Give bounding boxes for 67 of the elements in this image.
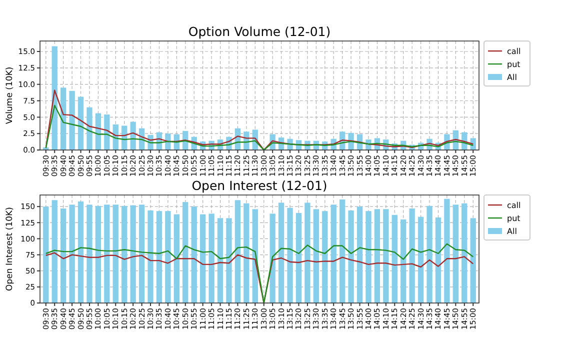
bar	[182, 202, 188, 303]
bar	[78, 96, 84, 150]
bar	[418, 216, 424, 303]
line-series	[45, 90, 474, 151]
bar	[348, 210, 354, 303]
bar	[278, 202, 284, 303]
bar	[444, 198, 450, 303]
legend-label: put	[507, 60, 520, 69]
bar	[122, 206, 128, 303]
bar	[470, 218, 476, 303]
bar	[78, 201, 84, 303]
bar	[138, 204, 145, 303]
bar	[374, 209, 380, 303]
legend-label: put	[507, 214, 520, 223]
bar	[462, 203, 468, 303]
bar	[392, 214, 398, 303]
chart-title: Open Interest (12-01)	[192, 178, 328, 193]
bar	[156, 211, 162, 303]
bar	[86, 204, 92, 303]
legend-label: All	[507, 72, 517, 82]
bar	[296, 213, 302, 303]
bar	[400, 219, 406, 303]
bar	[174, 214, 180, 303]
chart-title: Option Volume (12-01)	[188, 24, 331, 39]
legend-label: All	[507, 226, 517, 236]
line-series	[45, 104, 474, 151]
bar	[148, 210, 154, 303]
bar	[244, 203, 250, 303]
bar	[383, 209, 389, 303]
bar	[452, 204, 459, 303]
bar	[86, 107, 92, 150]
bar	[104, 114, 110, 150]
bar	[52, 200, 58, 303]
bar	[330, 204, 336, 303]
bar	[112, 204, 118, 303]
y-axis-title: Open Interest (10K)	[5, 207, 15, 291]
bar	[69, 204, 75, 303]
bar	[270, 214, 276, 303]
bar	[200, 214, 206, 303]
bar	[409, 208, 415, 303]
bar	[60, 208, 66, 303]
bar	[130, 122, 136, 150]
bar	[226, 218, 232, 303]
bar	[69, 90, 75, 150]
bar	[313, 209, 320, 303]
bar	[165, 134, 171, 150]
bar	[130, 205, 136, 303]
bar	[104, 204, 110, 303]
bar	[234, 200, 241, 303]
bar	[304, 202, 310, 303]
bar	[217, 218, 224, 303]
bar	[165, 211, 171, 303]
y-axis-title: Volume (10K)	[5, 66, 15, 124]
bar	[43, 206, 49, 303]
bar	[339, 200, 346, 303]
bar	[366, 211, 372, 303]
bar	[356, 206, 363, 303]
bar	[208, 214, 214, 303]
legend-label: call	[507, 200, 521, 210]
bar	[191, 206, 197, 303]
bar	[95, 206, 102, 303]
bar	[322, 211, 328, 303]
bar	[287, 208, 293, 303]
legend-label: call	[507, 46, 521, 56]
bar	[435, 218, 442, 303]
bar	[60, 88, 66, 150]
bar	[426, 206, 432, 303]
